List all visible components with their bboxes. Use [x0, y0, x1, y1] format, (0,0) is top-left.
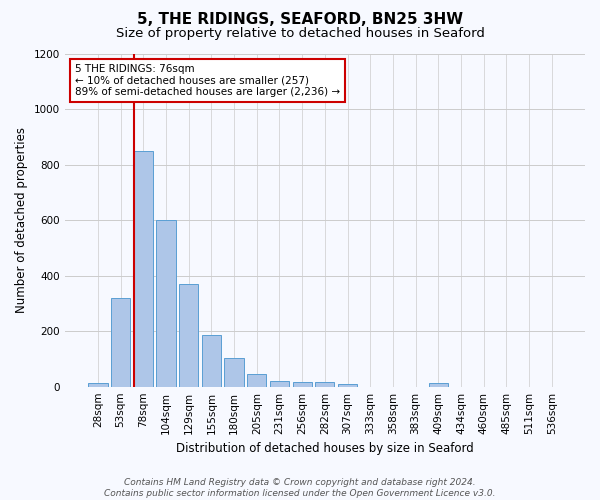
Bar: [428, 384, 448, 386]
Bar: [293, 382, 312, 386]
Bar: [338, 384, 357, 386]
Text: Contains HM Land Registry data © Crown copyright and database right 2024.
Contai: Contains HM Land Registry data © Crown c…: [104, 478, 496, 498]
Bar: [134, 151, 153, 386]
Bar: [202, 336, 221, 386]
Bar: [157, 220, 176, 386]
Bar: [270, 380, 289, 386]
Bar: [88, 382, 107, 386]
Text: Size of property relative to detached houses in Seaford: Size of property relative to detached ho…: [116, 28, 484, 40]
Text: 5 THE RIDINGS: 76sqm
← 10% of detached houses are smaller (257)
89% of semi-deta: 5 THE RIDINGS: 76sqm ← 10% of detached h…: [75, 64, 340, 97]
Y-axis label: Number of detached properties: Number of detached properties: [15, 128, 28, 314]
X-axis label: Distribution of detached houses by size in Seaford: Distribution of detached houses by size …: [176, 442, 474, 455]
Bar: [315, 382, 334, 386]
Bar: [224, 358, 244, 386]
Bar: [179, 284, 199, 386]
Bar: [111, 298, 130, 386]
Bar: [247, 374, 266, 386]
Text: 5, THE RIDINGS, SEAFORD, BN25 3HW: 5, THE RIDINGS, SEAFORD, BN25 3HW: [137, 12, 463, 28]
